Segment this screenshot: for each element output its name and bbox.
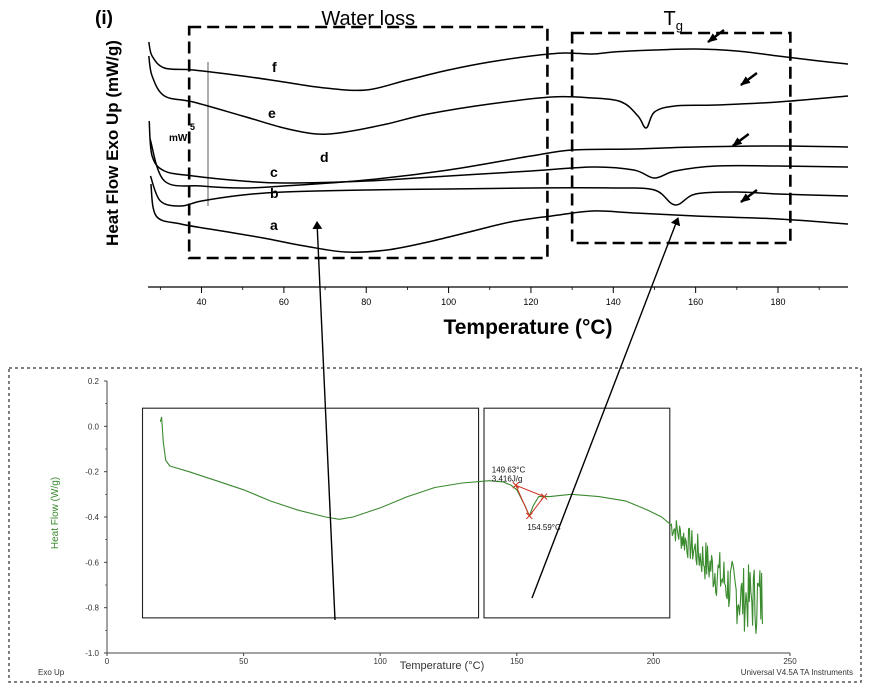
peak-marker (512, 481, 520, 489)
water-loss-box (187, 25, 549, 260)
bottom-x-tick-label: 200 (647, 657, 661, 666)
top-series-label-a: a (270, 217, 278, 233)
top-series-label-e: e (268, 105, 276, 121)
tg-arrow-f (707, 29, 725, 43)
tg-arrows (707, 29, 758, 203)
scale-bar-unit: mW (169, 133, 188, 144)
bottom-y-tick-label: -0.2 (85, 468, 99, 477)
instrument-label: Universal V4.5A TA Instruments (741, 668, 853, 677)
bottom-y-tick-label: 0.0 (88, 422, 100, 431)
bottom-x-tick-label: 0 (105, 657, 110, 666)
tg-box-label: Tg (664, 8, 683, 33)
onset-temperature-label: 149.63°C (492, 465, 526, 474)
top-x-tick-label: 100 (441, 297, 456, 307)
top-x-ticks: 40 60 80 100 120 140 160 180 (159, 287, 820, 307)
top-series-label-f: f (272, 59, 277, 75)
top-x-tick-label: 180 (770, 297, 785, 307)
bottom-water-loss-box (141, 407, 480, 619)
top-x-tick-label: 160 (688, 297, 703, 307)
top-x-tick-label: 60 (279, 297, 289, 307)
top-x-axis-label: Temperature (°C) (443, 316, 612, 339)
tg-arrow-a (740, 189, 758, 203)
bottom-panel-frame (8, 367, 862, 683)
peak-marker (525, 512, 533, 520)
bottom-dsc-chart: 0.2 0.0 -0.2 -0.4 -0.6 -0.8 -1.0 0 50 100 150 200 2… (8, 367, 862, 683)
water-loss-box-label: Water loss (321, 8, 415, 30)
top-region-boxes (187, 25, 792, 260)
bottom-y-tick-label: -0.6 (85, 558, 99, 567)
bottom-y-tick-label: 0.2 (88, 377, 100, 386)
connector-arrow-water-loss (312, 221, 336, 621)
top-series-line-c (148, 120, 849, 184)
bottom-x-tick-label: 50 (239, 657, 248, 666)
bottom-tg-box (483, 407, 671, 619)
top-series-labels: f e c d ba (268, 59, 329, 233)
tg-arrow-e (740, 72, 758, 86)
peak-marker (540, 493, 548, 500)
bottom-heat-flow-line (159, 416, 763, 634)
exo-up-label: Exo Up (38, 668, 65, 677)
top-series-line-d (149, 138, 849, 189)
bottom-y-tick-label: -0.4 (85, 513, 99, 522)
top-series-label-c: c (270, 164, 278, 180)
top-x-tick-label: 40 (197, 297, 207, 307)
peak-integration-triangle (514, 484, 545, 517)
peak-temperature-label: 154.59°C (527, 523, 561, 532)
top-series-group (148, 41, 849, 253)
bottom-series-group (159, 416, 763, 634)
bottom-annotations: 149.63°C 3.416J/g 154.59°C (492, 465, 561, 532)
top-series-line-e (148, 55, 849, 135)
top-x-tick-label: 120 (523, 297, 538, 307)
bottom-y-tick-label: -1.0 (85, 649, 99, 658)
bottom-x-axis-label: Temperature (°C) (400, 660, 484, 672)
connector-arrow-tg (531, 217, 681, 599)
top-series-line-f (148, 41, 849, 92)
top-y-axis-label: Heat Flow Exo Up (mW/g) (103, 40, 122, 246)
bottom-y-tick-label: -0.8 (85, 604, 99, 613)
tg-box (570, 31, 792, 245)
bottom-y-axis-label: Heat Flow (W/g) (50, 477, 61, 549)
bottom-x-tick-label: 150 (510, 657, 524, 666)
panel-label: (i) (95, 8, 113, 29)
top-dsc-chart: (i) Heat Flow Exo Up (mW/g) Temperature … (95, 8, 849, 339)
enthalpy-label: 3.416J/g (492, 474, 523, 483)
bottom-x-tick-label: 250 (783, 657, 797, 666)
top-series-label-d: d (320, 149, 329, 165)
bottom-x-ticks: 0 50 100 150 200 250 (105, 653, 797, 666)
bottom-x-tick-label: 100 (374, 657, 388, 666)
top-x-tick-label: 140 (606, 297, 621, 307)
top-series-line-b (149, 175, 849, 207)
bottom-region-boxes (141, 407, 671, 619)
top-series-line-a (150, 183, 849, 253)
scale-bar-value: 5 (190, 122, 195, 132)
top-series-label-b: b (270, 185, 279, 201)
tg-arrow-c (731, 133, 750, 147)
bottom-y-ticks: 0.2 0.0 -0.2 -0.4 -0.6 -0.8 -1.0 (85, 377, 107, 658)
top-x-tick-label: 80 (361, 297, 371, 307)
